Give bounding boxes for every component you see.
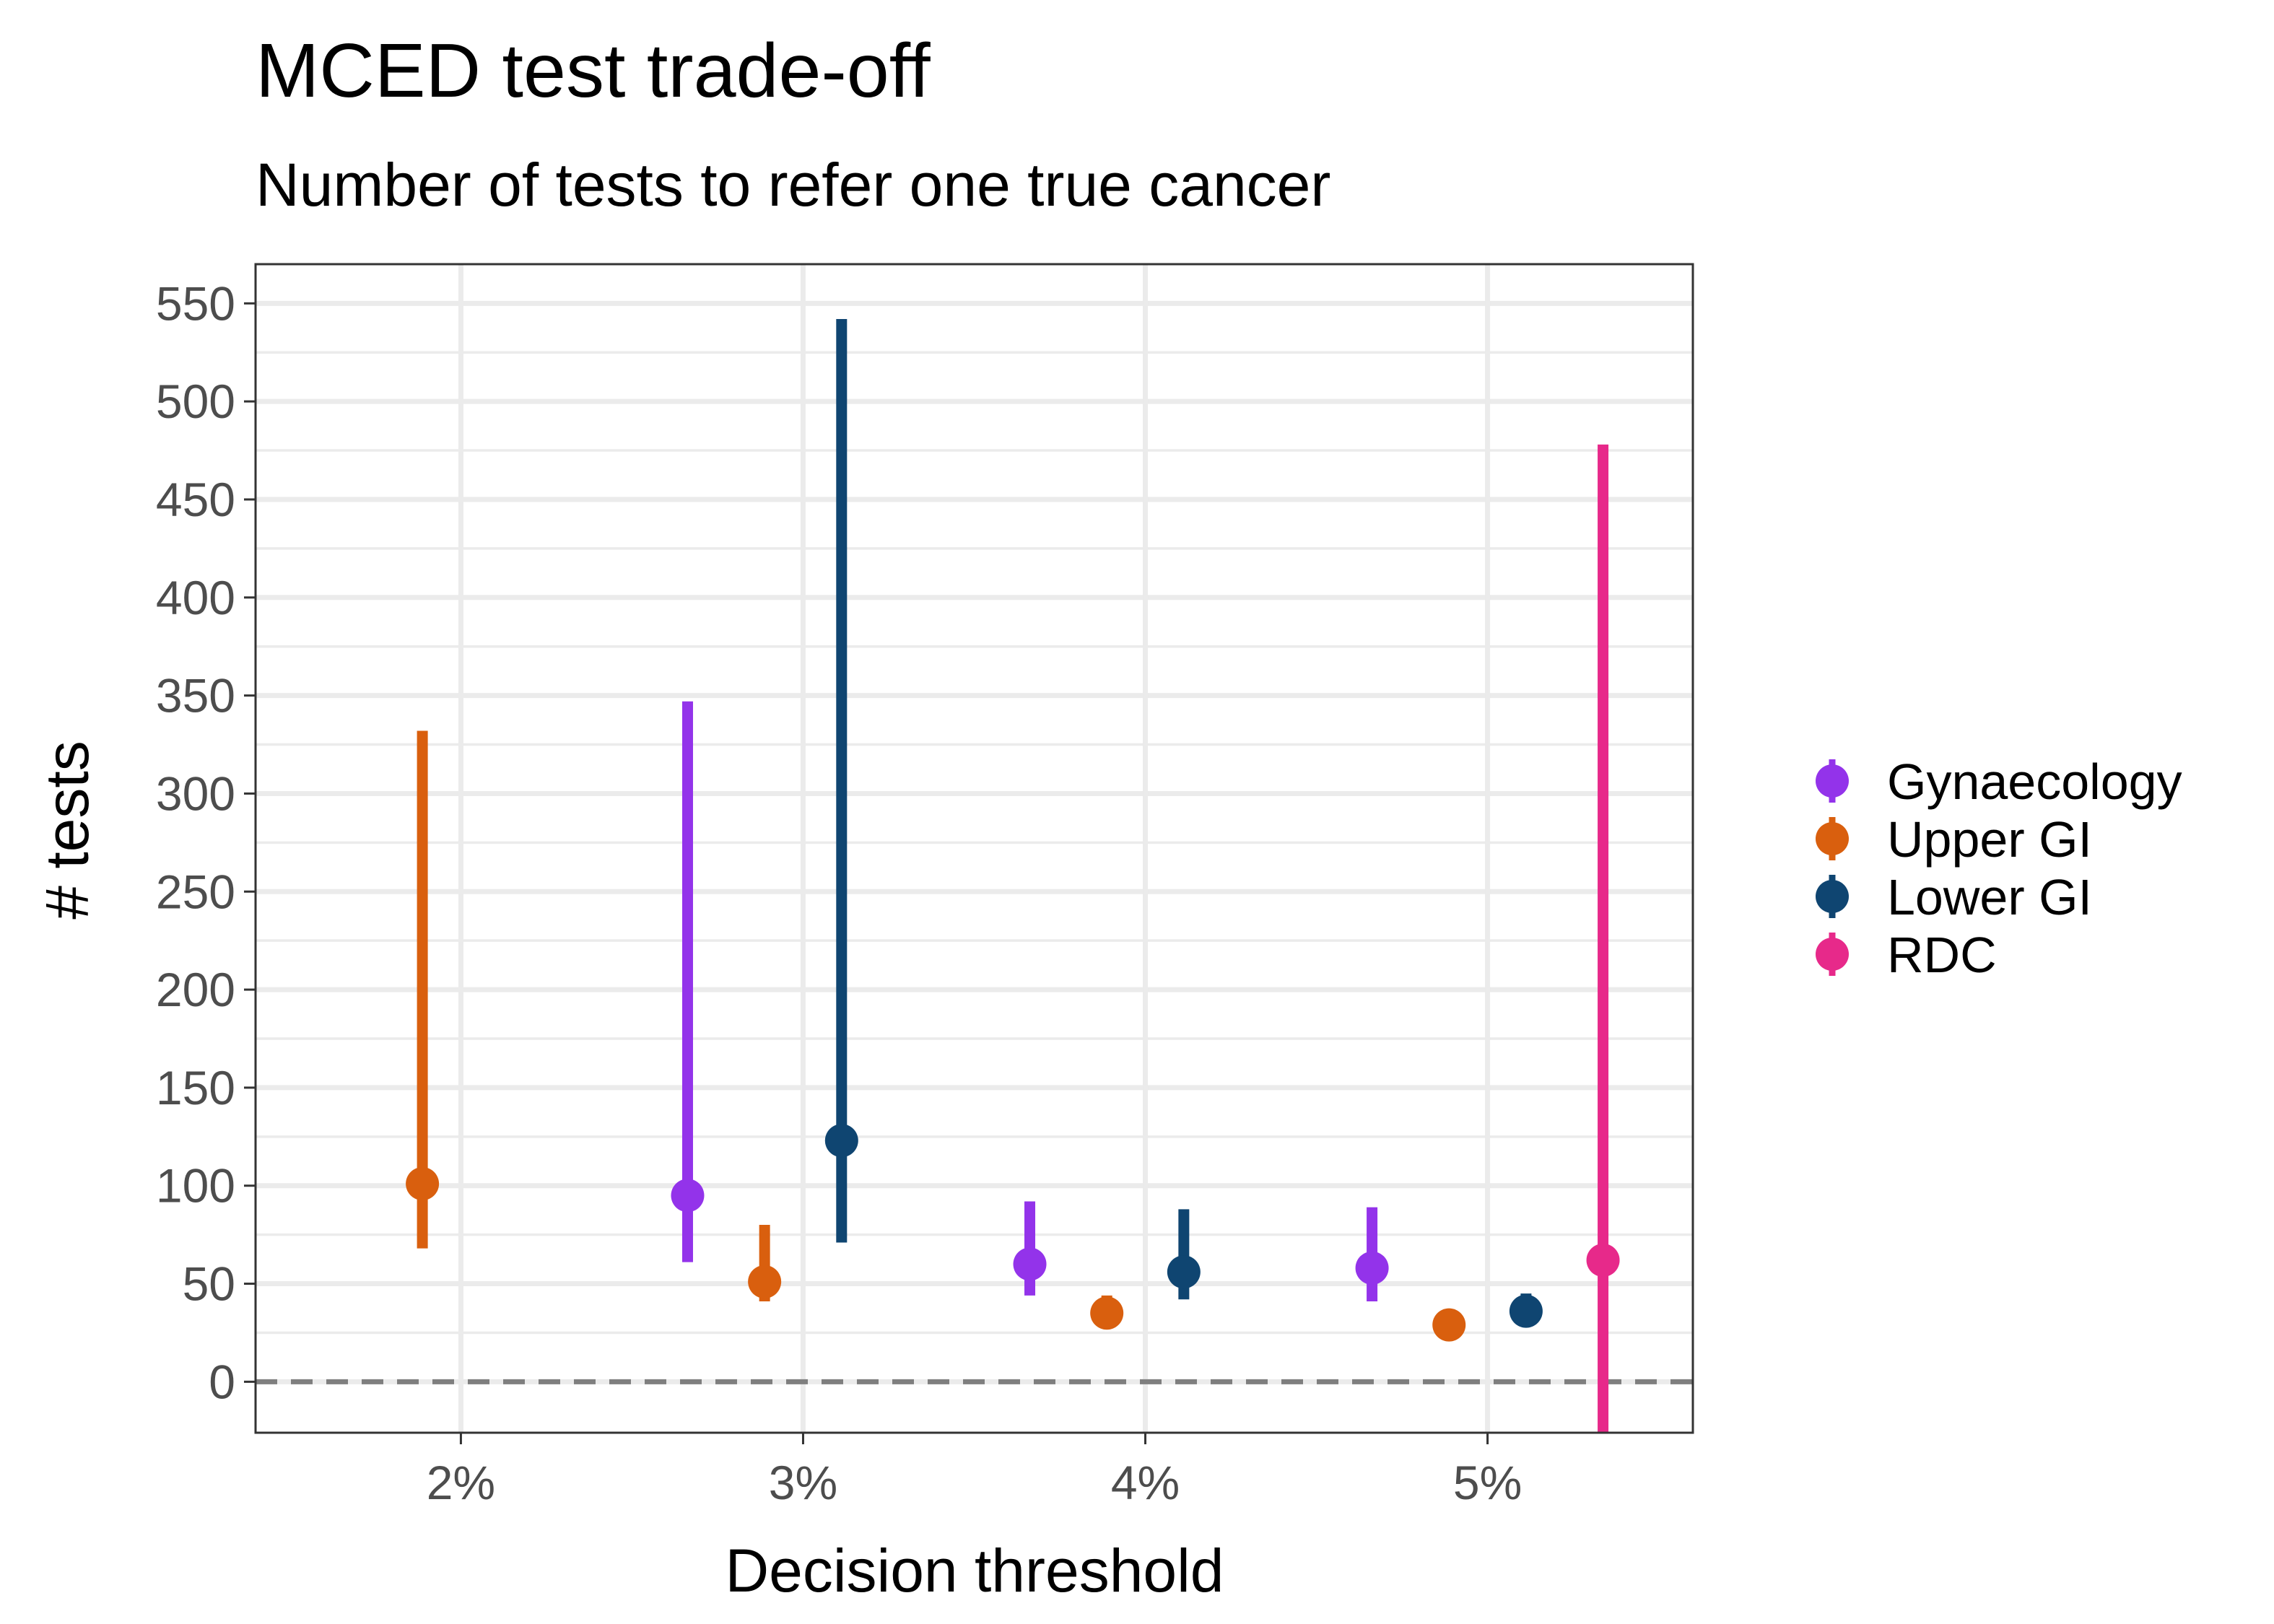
- data-point: [824, 1124, 858, 1158]
- y-tick-label: 550: [156, 276, 235, 330]
- y-tick-label: 500: [156, 375, 235, 428]
- data-point: [748, 1265, 782, 1298]
- legend-item: RDC: [1816, 927, 1997, 983]
- data-point-range: [671, 701, 705, 1262]
- y-tick-label: 150: [156, 1061, 235, 1114]
- data-point-range: [824, 319, 858, 1243]
- legend-label: Gynaecology: [1887, 754, 2182, 810]
- data-point: [1509, 1294, 1543, 1328]
- y-tick-label: 400: [156, 571, 235, 624]
- data-point: [1432, 1308, 1466, 1342]
- data-point-range: [1586, 444, 1620, 1433]
- x-tick-label: 4%: [1111, 1456, 1180, 1509]
- legend-key-point: [1816, 938, 1849, 971]
- chart-subtitle: Number of tests to refer one true cancer: [256, 151, 1330, 219]
- x-tick-label: 5%: [1453, 1456, 1522, 1509]
- data-point: [1090, 1296, 1124, 1330]
- data-point-range: [406, 730, 440, 1249]
- legend-item: Upper GI: [1816, 811, 2092, 868]
- legend-key-point: [1816, 880, 1849, 913]
- y-tick-label: 450: [156, 473, 235, 526]
- y-tick-label: 50: [183, 1257, 235, 1311]
- legend-label: Lower GI: [1887, 869, 2092, 925]
- data-point-range: [1432, 1308, 1466, 1342]
- legend-key-point: [1816, 822, 1849, 855]
- data-point-range: [1509, 1293, 1543, 1328]
- x-tick-label: 2%: [427, 1456, 495, 1509]
- data-point-range: [1167, 1209, 1201, 1300]
- legend-key-point: [1816, 764, 1849, 798]
- data-point: [1586, 1243, 1620, 1277]
- y-tick-label: 100: [156, 1159, 235, 1213]
- legend-label: Upper GI: [1887, 811, 2092, 868]
- x-tick-label: 3%: [769, 1456, 837, 1509]
- data-point-range: [748, 1225, 782, 1301]
- data-point: [406, 1167, 440, 1201]
- y-axis: 0 50 100 150 200 250 300 350 400 450 500 550: [156, 276, 256, 1408]
- plot-panel-border: [254, 263, 1694, 1434]
- data-marks: [406, 319, 1620, 1433]
- y-tick-label: 300: [156, 767, 235, 820]
- y-tick-label: 250: [156, 865, 235, 918]
- data-point: [1013, 1247, 1047, 1281]
- x-axis: 2% 3% 4% 5%: [427, 1433, 1522, 1509]
- data-point: [1167, 1255, 1201, 1289]
- y-tick-label: 200: [156, 963, 235, 1016]
- data-point-range: [1090, 1295, 1124, 1330]
- chart-title: MCED test trade-off: [256, 28, 931, 113]
- y-tick-label: 350: [156, 669, 235, 722]
- x-axis-title: Decision threshold: [725, 1537, 1224, 1605]
- data-point-range: [1355, 1207, 1389, 1301]
- data-point: [1355, 1251, 1389, 1285]
- legend-item: Lower GI: [1816, 869, 2092, 925]
- data-point: [671, 1179, 705, 1213]
- grid: [256, 264, 1693, 1433]
- legend-label: RDC: [1887, 927, 1997, 983]
- legend-item: Gynaecology: [1816, 754, 2182, 810]
- y-tick-label: 0: [209, 1355, 235, 1408]
- data-point-range: [1013, 1201, 1047, 1296]
- y-axis-title: # tests: [33, 741, 101, 919]
